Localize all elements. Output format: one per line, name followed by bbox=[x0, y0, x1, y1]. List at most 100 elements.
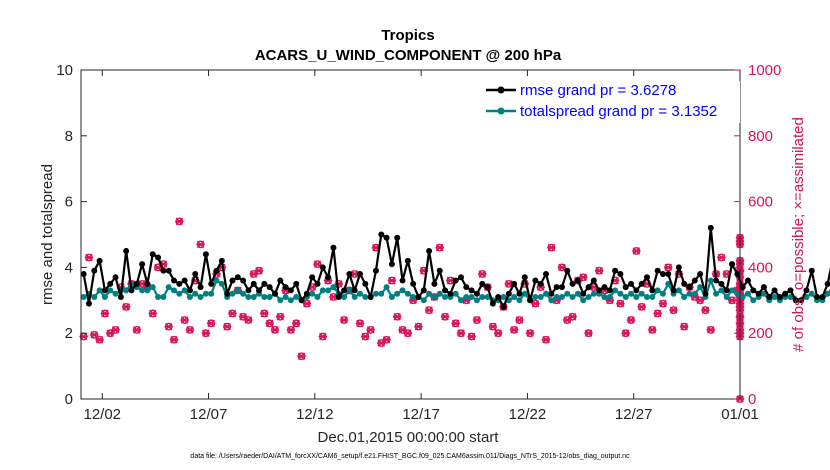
rmse-point bbox=[410, 280, 417, 287]
rmse-point bbox=[213, 267, 220, 274]
rmse-point bbox=[601, 284, 608, 291]
totalspread-point bbox=[112, 290, 119, 297]
obs-assimilated-point bbox=[244, 316, 253, 324]
rmse-point bbox=[144, 280, 151, 287]
totalspread-point bbox=[388, 294, 395, 301]
rmse-point bbox=[171, 277, 178, 284]
obs-assimilated-point bbox=[424, 306, 434, 314]
totalspread-point bbox=[431, 294, 438, 301]
totalspread-point bbox=[697, 284, 704, 291]
x-tick-label: 12/12 bbox=[296, 406, 334, 423]
rmse-point bbox=[803, 287, 810, 294]
totalspread-point bbox=[723, 294, 730, 301]
totalspread-point bbox=[171, 287, 178, 294]
rmse-point bbox=[527, 297, 534, 304]
totalspread-point bbox=[691, 290, 698, 297]
obs-assimilated-point bbox=[579, 273, 588, 282]
totalspread-point bbox=[149, 284, 156, 291]
obs-assimilated-point bbox=[361, 332, 370, 341]
y2-tick-label: 400 bbox=[748, 259, 773, 276]
rmse-point bbox=[670, 287, 677, 294]
rmse-point bbox=[505, 290, 512, 297]
totalspread-point bbox=[548, 297, 555, 304]
totalspread-point bbox=[357, 290, 364, 297]
totalspread-point bbox=[442, 294, 449, 301]
totalspread-point bbox=[107, 287, 114, 294]
totalspread-point bbox=[617, 290, 624, 297]
totalspread-point bbox=[202, 290, 209, 297]
totalspread-point bbox=[293, 294, 300, 301]
obs-assimilated-point bbox=[653, 309, 662, 318]
rmse-point bbox=[447, 290, 454, 297]
rmse-point bbox=[186, 287, 193, 294]
totalspread-point bbox=[341, 294, 348, 301]
obs-assimilated-point bbox=[393, 312, 402, 321]
rmse-point bbox=[165, 267, 172, 274]
totalspread-point bbox=[250, 294, 257, 301]
totalspread-point bbox=[468, 294, 475, 301]
obs-assimilated-point bbox=[260, 309, 269, 318]
rmse-point bbox=[181, 277, 188, 284]
totalspread-point bbox=[287, 297, 294, 304]
obs-assimilated-point bbox=[355, 319, 365, 328]
rmse-point bbox=[798, 297, 805, 304]
obs-assimilated-point bbox=[169, 336, 179, 344]
totalspread-point bbox=[585, 294, 592, 301]
totalspread-point bbox=[707, 277, 714, 284]
x-tick-label: 01/01 bbox=[721, 406, 759, 423]
obs-assimilated-point bbox=[706, 326, 715, 334]
totalspread-point bbox=[123, 287, 130, 294]
obs-assimilated-point bbox=[547, 243, 556, 252]
rmse-point bbox=[442, 287, 449, 294]
rmse-point bbox=[261, 280, 268, 287]
rmse-point bbox=[808, 267, 815, 274]
rmse-point bbox=[596, 287, 603, 294]
rmse-point bbox=[218, 257, 225, 264]
obs-assimilated-point bbox=[414, 322, 423, 331]
x-tick-label: 12/22 bbox=[509, 406, 547, 423]
obs-assimilated-point bbox=[509, 326, 519, 334]
rmse-point bbox=[404, 257, 411, 264]
rmse-point bbox=[128, 287, 135, 294]
rmse-point bbox=[160, 267, 167, 274]
totalspread-point bbox=[734, 290, 741, 297]
rmse-point bbox=[787, 287, 794, 294]
totalspread-point bbox=[744, 290, 751, 297]
rmse-point bbox=[202, 251, 209, 258]
totalspread-point bbox=[665, 280, 672, 287]
totalspread-point bbox=[511, 294, 518, 301]
rmse-point bbox=[293, 280, 300, 287]
totalspread-point bbox=[213, 277, 220, 284]
totalspread-point bbox=[399, 287, 406, 294]
y-tick-label: 6 bbox=[65, 194, 73, 211]
rmse-point bbox=[426, 247, 433, 254]
rmse-point bbox=[543, 270, 550, 277]
y2-tick-label: 0 bbox=[748, 391, 756, 408]
obs-assimilated-point bbox=[488, 322, 498, 331]
rmse-point bbox=[585, 284, 592, 291]
obs-assimilated-point bbox=[207, 319, 216, 328]
totalspread-point bbox=[606, 294, 613, 301]
rmse-point bbox=[112, 274, 119, 281]
obs-assimilated-point bbox=[451, 319, 460, 328]
rmse-point bbox=[123, 247, 130, 254]
obs-assimilated-point bbox=[111, 326, 120, 334]
obs-assimilated-point bbox=[637, 303, 646, 311]
rmse-point bbox=[558, 284, 565, 291]
totalspread-point bbox=[197, 294, 204, 301]
totalspread-point bbox=[479, 294, 486, 301]
rmse-point bbox=[638, 280, 645, 287]
rmse-point bbox=[681, 280, 688, 287]
totalspread-point bbox=[410, 294, 417, 301]
obs-assimilated-point bbox=[478, 270, 487, 278]
obs-assimilated-point bbox=[286, 326, 296, 334]
obs-assimilated-point bbox=[472, 316, 482, 324]
rmse-point bbox=[96, 257, 103, 264]
totalspread-point bbox=[245, 294, 252, 301]
obs-assimilated-point bbox=[185, 326, 195, 334]
rmse-point bbox=[766, 294, 773, 301]
totalspread-point bbox=[139, 287, 146, 294]
totalspread-point bbox=[208, 290, 215, 297]
obs-assimilated-point bbox=[467, 332, 476, 341]
rmse-series bbox=[80, 224, 830, 310]
